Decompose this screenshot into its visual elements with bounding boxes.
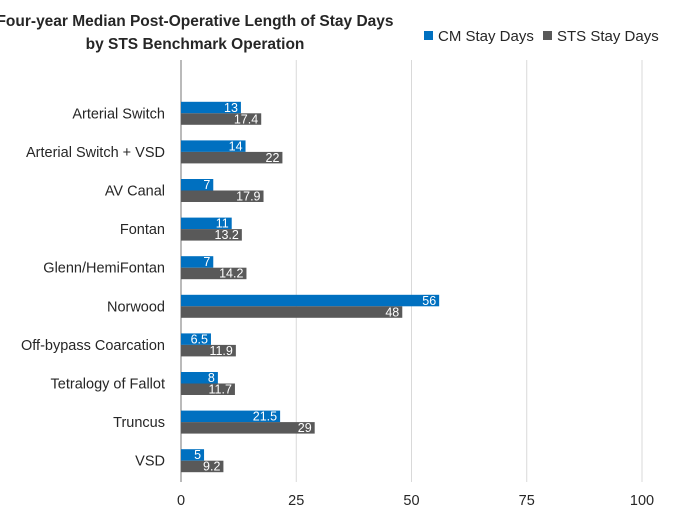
data-label-sts: 17.4 bbox=[234, 112, 258, 126]
bar-sts bbox=[181, 344, 236, 357]
chart-title: Four-year Median Post-Operative Length o… bbox=[0, 13, 394, 53]
data-label-cm: 5 bbox=[194, 448, 201, 462]
data-label-cm: 11 bbox=[216, 217, 229, 231]
bar-sts bbox=[181, 190, 264, 202]
bar-cm bbox=[181, 449, 205, 461]
data-label-sts: 48 bbox=[385, 305, 399, 319]
category-labels: Arterial Switch Arterial Switch + VSD AV C… bbox=[21, 106, 165, 469]
legend-label-sts: STS Stay Days bbox=[557, 28, 659, 45]
bars bbox=[181, 101, 440, 473]
data-label-cm: 56 bbox=[422, 294, 436, 308]
data-label-sts: 11.9 bbox=[209, 344, 232, 358]
data-label-cm: 6.5 bbox=[191, 332, 208, 346]
x-tick-label: 0 bbox=[177, 493, 185, 509]
bar-cm bbox=[181, 140, 246, 152]
bar-sts bbox=[181, 422, 315, 434]
x-tick-label: 75 bbox=[519, 493, 535, 509]
category-label: Arterial Switch + VSD bbox=[26, 145, 165, 161]
x-tick-label: 100 bbox=[630, 493, 654, 509]
category-label: AV Canal bbox=[105, 184, 165, 200]
legend-swatch-cm bbox=[424, 31, 433, 40]
bar-sts bbox=[181, 383, 235, 395]
category-label: Norwood bbox=[107, 299, 165, 315]
category-label: Fontan bbox=[120, 222, 165, 238]
bar-sts bbox=[181, 460, 224, 473]
data-label-cm: 7 bbox=[203, 255, 210, 269]
category-label: Tetralogy of Fallot bbox=[51, 377, 165, 393]
bar-cm bbox=[181, 217, 232, 230]
bar-sts bbox=[181, 306, 403, 318]
bar-sts bbox=[181, 267, 247, 280]
legend-swatch-sts bbox=[543, 31, 552, 40]
category-label: Off-bypass Coarcation bbox=[21, 338, 165, 354]
data-label-sts: 29 bbox=[298, 421, 312, 435]
bar-cm bbox=[181, 294, 440, 307]
x-tick-labels: 0 25 50 75 100 bbox=[177, 493, 654, 509]
bar-cm bbox=[181, 179, 214, 191]
category-label: VSD bbox=[135, 454, 165, 470]
chart-title-line-1: Four-year Median Post-Operative Length o… bbox=[0, 13, 394, 30]
legend-label-cm: CM Stay Days bbox=[438, 28, 534, 45]
data-label-sts: 11.7 bbox=[209, 383, 232, 397]
bar-cm bbox=[181, 410, 281, 423]
chart-title-line-2: by STS Benchmark Operation bbox=[86, 36, 305, 53]
data-label-sts: 9.2 bbox=[203, 460, 220, 474]
category-label: Glenn/HemiFontan bbox=[43, 261, 165, 277]
category-label: Truncus bbox=[113, 415, 165, 431]
data-label-cm: 21.5 bbox=[253, 410, 277, 424]
data-label-cm: 8 bbox=[208, 371, 215, 385]
bar-sts bbox=[181, 151, 283, 164]
data-label-sts: 14.2 bbox=[219, 267, 243, 281]
bar-sts bbox=[181, 229, 242, 241]
data-label-sts: 13.2 bbox=[215, 228, 239, 242]
bar-cm bbox=[181, 101, 241, 114]
bar-cm bbox=[181, 256, 214, 268]
bar-cm bbox=[181, 372, 218, 384]
legend: CM Stay Days STS Stay Days bbox=[424, 28, 659, 45]
data-label-cm: 13 bbox=[224, 101, 238, 115]
data-label-sts: 22 bbox=[266, 151, 280, 165]
x-tick-label: 50 bbox=[403, 493, 419, 509]
bar-sts bbox=[181, 113, 262, 125]
category-label: Arterial Switch bbox=[72, 106, 165, 122]
x-tick-label: 25 bbox=[288, 493, 304, 509]
bar-cm bbox=[181, 333, 211, 345]
data-label-cm: 7 bbox=[203, 178, 210, 192]
data-label-cm: 14 bbox=[229, 139, 243, 153]
data-label-sts: 17.9 bbox=[236, 190, 260, 204]
